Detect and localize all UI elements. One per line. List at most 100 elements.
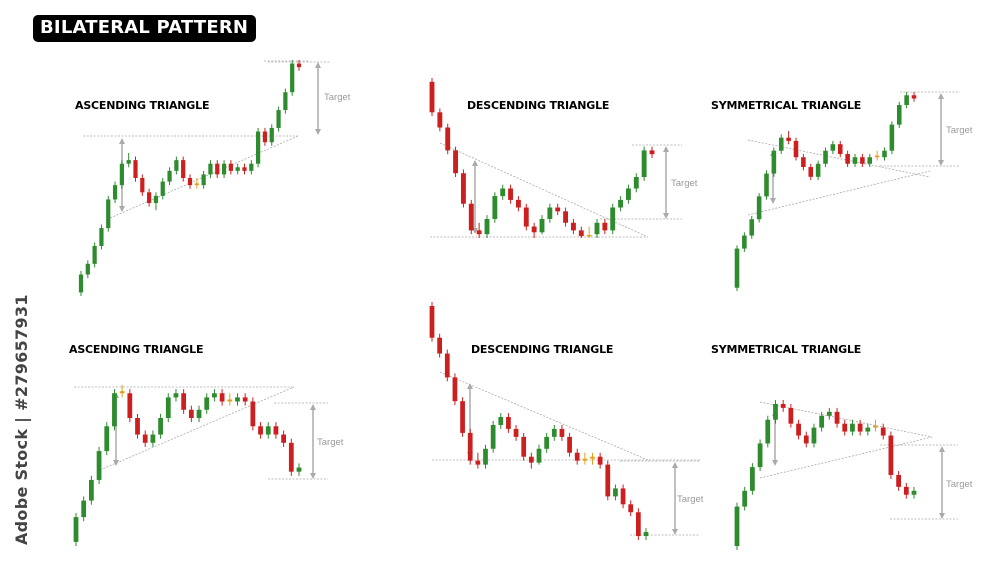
panel-1-candle-29-body (269, 127, 274, 143)
panel-5-candle-12-body (513, 428, 519, 437)
panel-3-candle-8-body (786, 137, 791, 141)
panel-1-candle-22-body (221, 163, 227, 175)
panel-3-target-label: Target (946, 125, 973, 136)
panel-3-candle-11-body (808, 167, 814, 177)
panel-2-candle-21-body (586, 234, 592, 237)
panel-4-candle-2-body (81, 500, 87, 518)
panel-2-candle-27-body (633, 177, 639, 189)
panel-3-candle-25-body (911, 95, 917, 99)
panel-6-target-arrow-head-bottom (939, 513, 945, 519)
panel-5-candle-7-body (475, 460, 481, 465)
panel-4-candle-18-body (204, 397, 210, 410)
panel-5-candle-25-body (613, 488, 618, 497)
panel-3-candle-16-body (845, 153, 850, 164)
panel-2-target-arrow-head-top (663, 146, 669, 152)
panel-4-candle-27-body (273, 426, 279, 435)
panel-1-pattern-height-arrow-head-bottom (119, 206, 125, 212)
panel-2-candle-10-body (500, 188, 506, 197)
panel-2-candle-15-body (539, 218, 545, 233)
panel-3-candle-19-body (867, 157, 873, 164)
panel-4-candle-13-body (165, 397, 171, 419)
panel-3-candle-10-body (801, 157, 806, 168)
panel-6-candle-2-body (742, 490, 748, 507)
panel-6-candle-6-body (773, 403, 778, 420)
panel-4-candle-12-body (158, 418, 163, 435)
panel-6-candle-19-body (873, 425, 878, 428)
panel-2-pattern-height-arrow-head-top (472, 160, 478, 166)
panel-5-pattern-height-arrow-head-top (467, 383, 473, 389)
panel-1-target-label: Target (324, 92, 351, 103)
panel-4-candle-15-body (181, 393, 187, 410)
panel-title-6: SYMMETRICAL TRIANGLE (711, 343, 862, 356)
panel-6-candle-8-body (788, 407, 794, 424)
panel-2-candle-6-body (468, 203, 474, 231)
panel-title-1: ASCENDING TRIANGLE (75, 99, 210, 112)
panel-1-candle-17-body (187, 178, 193, 186)
panel-3-candle-24-body (904, 95, 909, 106)
panel-3-target-arrow-head-top (938, 93, 944, 99)
panel-1-candle-12-body (153, 195, 159, 204)
panel-4-candle-1-body (73, 517, 79, 542)
panel-1-candle-3-body (92, 245, 97, 264)
panel-4-candle-7-body (119, 391, 125, 394)
panel-6-candle-12-body (819, 415, 825, 428)
panel-1-candle-4-body (99, 228, 104, 246)
panel-2-candle-20-body (578, 230, 584, 237)
panel-3-candle-14-body (830, 144, 836, 151)
panel-3-candle-18-body (860, 157, 865, 164)
panel-4-candle-29-body (288, 442, 294, 472)
panel-1-candle-26-body (249, 163, 254, 171)
panel-5-candle-5-body (460, 401, 465, 433)
panel-4-candle-23-body (242, 397, 248, 402)
panel-5-candle-1-body (429, 305, 435, 338)
panel-1-candle-6-body (112, 185, 118, 200)
panel-3-candle-3-body (749, 219, 755, 236)
panel-3-candle-1-body (734, 248, 740, 288)
panel-5-candle-16-body (544, 436, 550, 449)
panel-1-candle-10-body (140, 178, 145, 193)
panel-6-candle-7-body (780, 403, 786, 408)
panel-title-5: DESCENDING TRIANGLE (471, 343, 614, 356)
panel-3-candle-22-body (889, 124, 895, 151)
panel-1-candle-25-body (242, 167, 247, 171)
panel-1-candle-9-body (133, 160, 138, 178)
panel-1-candle-31-body (283, 92, 288, 111)
panel-1-candle-18-body (194, 183, 199, 186)
panel-1-target-arrow-head-top (315, 62, 321, 68)
panel-5-candle-2-body (437, 337, 443, 354)
panel-1-candle-23-body (228, 163, 233, 171)
panel-6-candle-4-body (757, 443, 763, 468)
panel-4-candle-6-body (112, 393, 117, 427)
panel-2-candle-1-body (429, 81, 435, 113)
panel-3-pattern-height-arrow-head-bottom (770, 198, 776, 204)
panel-4-candle-10-body (142, 434, 148, 443)
panel-5-target-arrow-head-top (672, 462, 678, 468)
panel-5-candle-26-body (620, 488, 626, 505)
panel-2-candle-23-body (602, 222, 608, 231)
panel-4-candle-24-body (250, 401, 256, 427)
panel-4-candle-25-body (258, 426, 263, 435)
panel-5-candle-9-body (490, 424, 496, 449)
panel-1-target-arrow-head-bottom (315, 129, 321, 135)
panel-2-candle-16-body (547, 207, 553, 219)
panel-2-candle-19-body (570, 222, 576, 231)
panel-4-candle-8-body (127, 393, 133, 419)
panel-2-candle-26-body (625, 188, 631, 200)
panel-1-candle-28-body (262, 131, 268, 143)
panel-3-candle-6-body (771, 150, 777, 174)
panel-5-candle-4-body (452, 377, 458, 402)
panel-1-candle-20-body (208, 163, 213, 175)
panel-6-candle-1-body (734, 506, 740, 547)
panel-5-candle-8-body (483, 448, 488, 465)
panel-5-target-arrow-head-bottom (672, 529, 678, 535)
panel-1-candle-19-body (201, 174, 206, 186)
panel-4-candle-22-body (235, 397, 240, 402)
panel-2-target-label: Target (671, 178, 698, 189)
panel-6-candle-10-body (803, 435, 809, 444)
panel-6-target-arrow-head-top (939, 446, 945, 452)
panel-2-candle-7-body (476, 230, 482, 235)
panel-4-candle-20-body (219, 393, 225, 402)
panel-1-candle-32-body (290, 63, 295, 93)
panel-4-candle-4-body (96, 451, 102, 480)
panel-1-candle-11-body (147, 192, 152, 204)
